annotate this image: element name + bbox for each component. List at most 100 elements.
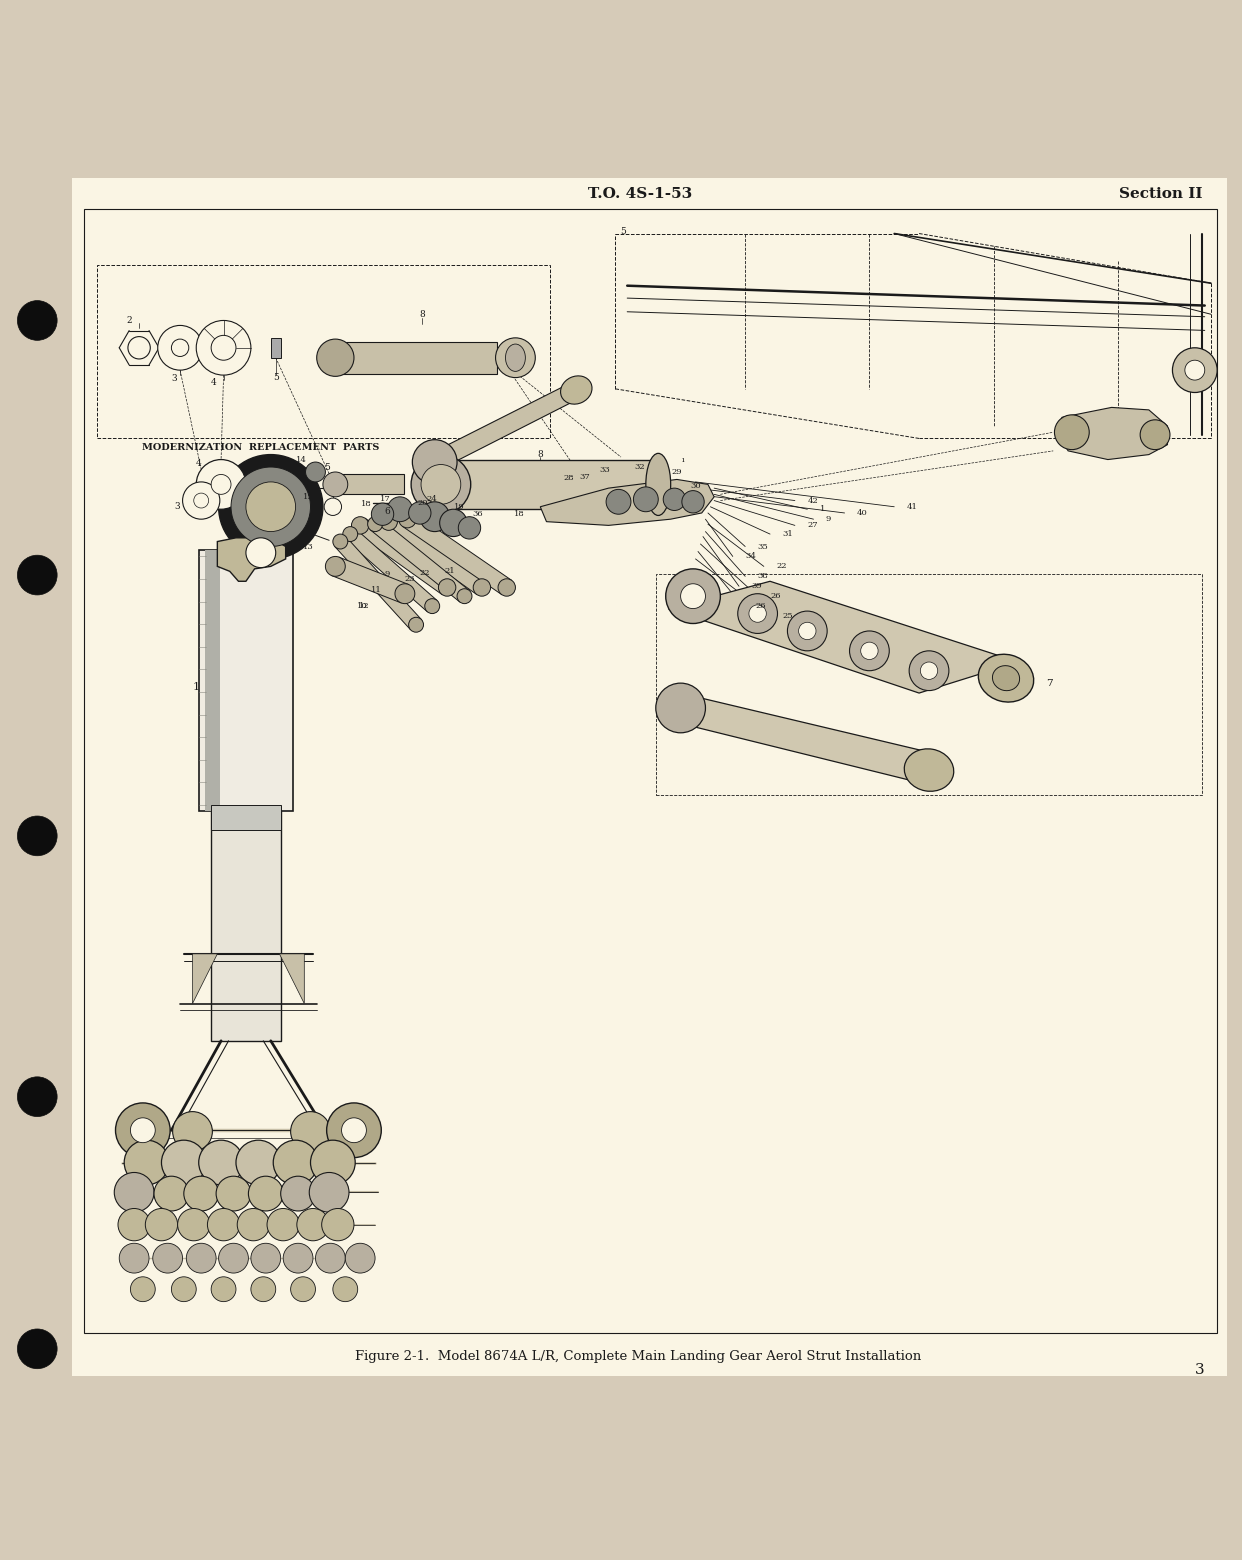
Circle shape	[158, 326, 202, 370]
Circle shape	[116, 1103, 170, 1158]
Circle shape	[114, 1173, 154, 1212]
Circle shape	[130, 1276, 155, 1301]
Circle shape	[199, 1140, 243, 1186]
Ellipse shape	[333, 534, 348, 549]
Text: 32: 32	[635, 463, 645, 471]
Circle shape	[248, 1176, 283, 1211]
Text: 18: 18	[361, 501, 371, 509]
Circle shape	[196, 460, 246, 509]
Circle shape	[458, 516, 481, 540]
Text: 21: 21	[445, 568, 455, 576]
Ellipse shape	[979, 654, 1033, 702]
Circle shape	[17, 1329, 57, 1368]
Ellipse shape	[409, 618, 424, 632]
Text: 5: 5	[621, 226, 626, 236]
Circle shape	[124, 1140, 169, 1186]
Text: 2: 2	[127, 317, 132, 324]
Ellipse shape	[473, 579, 491, 596]
Circle shape	[421, 465, 461, 504]
Text: 3: 3	[171, 374, 176, 384]
Ellipse shape	[496, 339, 535, 378]
Bar	[271, 339, 281, 357]
Circle shape	[283, 1243, 313, 1273]
Bar	[211, 805, 281, 830]
Polygon shape	[279, 953, 304, 1003]
Text: 8: 8	[538, 451, 543, 459]
Bar	[205, 551, 220, 811]
Circle shape	[251, 1243, 281, 1273]
Circle shape	[681, 583, 705, 608]
Circle shape	[1140, 420, 1170, 449]
Text: 7: 7	[1046, 679, 1053, 688]
Text: 41: 41	[907, 502, 918, 510]
Circle shape	[411, 454, 471, 515]
Circle shape	[194, 493, 209, 509]
Text: 1: 1	[820, 505, 825, 513]
Text: 37: 37	[580, 473, 590, 480]
Text: 27: 27	[807, 521, 818, 529]
Text: 22: 22	[776, 562, 786, 571]
Polygon shape	[335, 537, 421, 630]
Circle shape	[333, 1276, 358, 1301]
Ellipse shape	[395, 583, 415, 604]
Ellipse shape	[992, 666, 1020, 691]
Circle shape	[323, 473, 348, 496]
Polygon shape	[384, 515, 487, 594]
Text: 28: 28	[564, 474, 574, 482]
Circle shape	[178, 1209, 210, 1240]
Circle shape	[237, 1209, 270, 1240]
Text: 4: 4	[211, 378, 216, 387]
Circle shape	[118, 1209, 150, 1240]
Circle shape	[17, 555, 57, 594]
Circle shape	[236, 1140, 281, 1186]
Text: 39: 39	[751, 582, 763, 590]
Text: 12: 12	[359, 602, 369, 610]
Text: 40: 40	[857, 509, 868, 516]
Circle shape	[173, 1112, 212, 1151]
Text: 35: 35	[758, 543, 769, 551]
Circle shape	[324, 498, 342, 515]
Polygon shape	[402, 512, 512, 594]
Circle shape	[281, 1176, 315, 1211]
Ellipse shape	[904, 749, 954, 791]
Text: 3: 3	[1195, 1363, 1205, 1377]
Circle shape	[749, 605, 766, 622]
Circle shape	[315, 1243, 345, 1273]
Bar	[441, 460, 658, 509]
Polygon shape	[428, 382, 581, 470]
Circle shape	[412, 440, 457, 485]
Text: 9: 9	[826, 515, 831, 523]
Bar	[97, 265, 550, 438]
Text: 29: 29	[672, 468, 682, 476]
Circle shape	[297, 1209, 329, 1240]
Text: 1: 1	[193, 682, 200, 691]
Ellipse shape	[325, 557, 345, 576]
Bar	[335, 474, 404, 495]
Circle shape	[656, 683, 705, 733]
Circle shape	[310, 1140, 355, 1186]
Text: 22: 22	[420, 568, 430, 577]
Text: 26: 26	[755, 602, 765, 610]
Ellipse shape	[438, 579, 456, 596]
Text: 26: 26	[770, 593, 780, 601]
Ellipse shape	[351, 516, 369, 534]
Text: 9: 9	[385, 569, 390, 577]
Circle shape	[186, 1243, 216, 1273]
Text: Section II: Section II	[1119, 187, 1202, 201]
Text: 11: 11	[371, 587, 381, 594]
Text: 10: 10	[358, 602, 368, 610]
Circle shape	[161, 1140, 206, 1186]
Text: 24: 24	[427, 496, 437, 504]
Circle shape	[246, 538, 276, 568]
Text: 16: 16	[310, 510, 320, 518]
Text: 30: 30	[691, 482, 700, 490]
Polygon shape	[1058, 407, 1167, 460]
Text: MODERNIZATION  REPLACEMENT  PARTS: MODERNIZATION REPLACEMENT PARTS	[142, 443, 380, 452]
Circle shape	[231, 466, 310, 546]
Text: 14: 14	[297, 456, 307, 463]
Text: 8: 8	[420, 310, 425, 318]
Circle shape	[799, 622, 816, 640]
Circle shape	[183, 482, 220, 519]
Bar	[335, 342, 497, 374]
Ellipse shape	[457, 588, 472, 604]
